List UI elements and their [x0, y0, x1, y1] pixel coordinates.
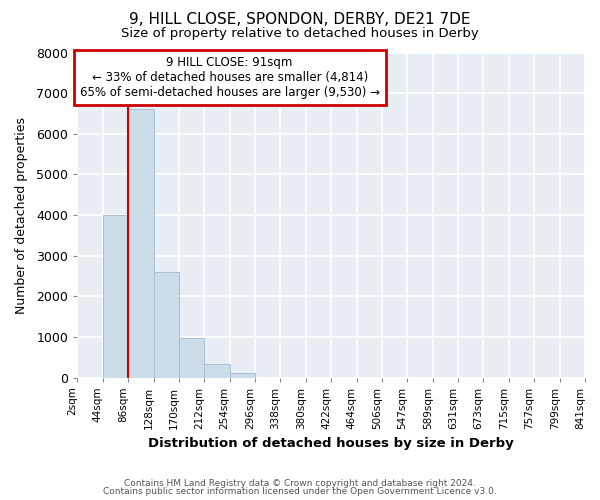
X-axis label: Distribution of detached houses by size in Derby: Distribution of detached houses by size … — [148, 437, 514, 450]
Text: 9, HILL CLOSE, SPONDON, DERBY, DE21 7DE: 9, HILL CLOSE, SPONDON, DERBY, DE21 7DE — [129, 12, 471, 28]
Text: 9 HILL CLOSE: 91sqm
← 33% of detached houses are smaller (4,814)
65% of semi-det: 9 HILL CLOSE: 91sqm ← 33% of detached ho… — [80, 56, 380, 99]
Bar — [103, 215, 128, 378]
Text: Contains HM Land Registry data © Crown copyright and database right 2024.: Contains HM Land Registry data © Crown c… — [124, 478, 476, 488]
Text: Size of property relative to detached houses in Derby: Size of property relative to detached ho… — [121, 28, 479, 40]
Y-axis label: Number of detached properties: Number of detached properties — [15, 116, 28, 314]
Bar — [154, 272, 179, 378]
Bar — [204, 364, 230, 378]
Text: Contains public sector information licensed under the Open Government Licence v3: Contains public sector information licen… — [103, 487, 497, 496]
Bar — [179, 338, 204, 378]
Bar — [230, 372, 255, 378]
Bar — [128, 110, 154, 378]
